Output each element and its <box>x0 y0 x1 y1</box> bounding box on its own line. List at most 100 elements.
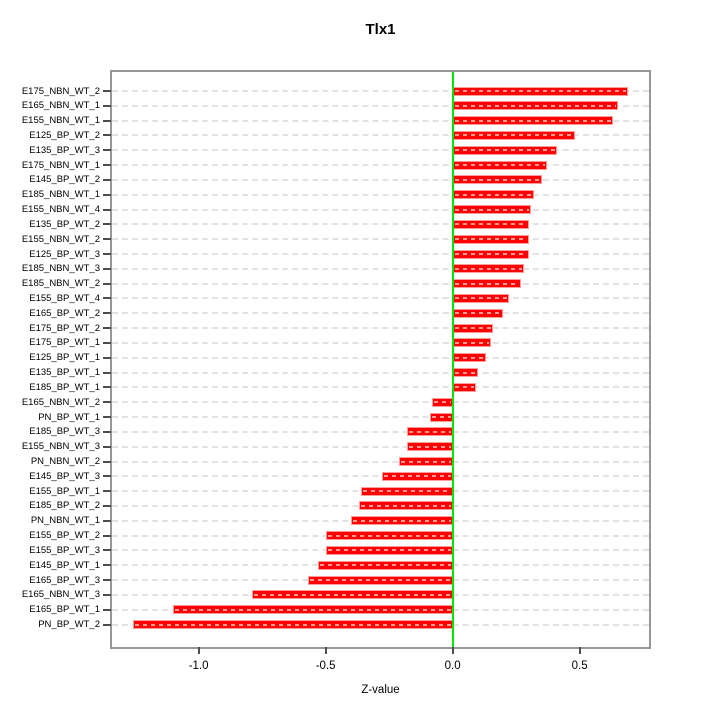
bar <box>173 605 453 615</box>
bar-stripe <box>454 341 489 344</box>
bar-stripe <box>454 386 474 389</box>
bar <box>452 234 529 244</box>
bar-stripe <box>320 564 451 567</box>
bar-stripe <box>408 430 451 433</box>
gridline <box>112 164 649 167</box>
gridline <box>112 119 649 122</box>
gridline <box>112 371 649 374</box>
y-axis-label: PN_NBN_WT_1 <box>30 515 100 527</box>
bar <box>381 471 453 481</box>
bar <box>325 531 453 541</box>
bar <box>132 620 453 630</box>
bar-stripe <box>454 90 626 92</box>
bar-stripe <box>454 371 477 374</box>
y-axis-label: E155_BP_WT_1 <box>29 485 100 497</box>
y-axis-tick <box>103 460 111 463</box>
bar-stripe <box>454 149 555 152</box>
y-axis-label: PN_NBN_WT_2 <box>30 456 100 467</box>
bar <box>452 264 524 274</box>
y-axis-label: E155_NBN_WT_3 <box>21 441 100 453</box>
y-axis-tick <box>103 119 111 122</box>
y-axis-label: E145_BP_WT_3 <box>29 470 100 482</box>
bar <box>452 160 547 170</box>
bar-stripe <box>454 327 492 330</box>
bar-stripe <box>454 282 520 285</box>
y-axis-tick <box>103 341 111 344</box>
y-axis-tick <box>103 327 111 330</box>
bar-stripe <box>454 312 502 315</box>
gridline <box>112 312 649 315</box>
y-axis-tick <box>103 90 111 92</box>
y-axis-tick <box>103 371 111 374</box>
y-axis-label: E185_NBN_WT_2 <box>21 278 100 290</box>
y-axis-tick <box>103 312 111 315</box>
bar <box>452 205 532 215</box>
y-axis-label: E155_BP_WT_3 <box>29 544 100 556</box>
bar <box>358 501 453 511</box>
bar-stripe <box>401 460 451 463</box>
gridline <box>112 178 649 181</box>
bar <box>361 486 453 496</box>
y-axis-tick <box>103 430 111 433</box>
y-axis-label: PN_BP_WT_2 <box>38 619 100 631</box>
gridline <box>112 223 649 226</box>
chart-title: Tlx1 <box>365 21 396 38</box>
y-axis-tick <box>103 564 111 567</box>
y-axis-tick <box>103 356 111 359</box>
bar <box>325 545 453 555</box>
bar-stripe <box>353 519 451 522</box>
y-axis-tick <box>103 223 111 226</box>
x-axis-tick <box>451 647 454 654</box>
gridline <box>112 282 649 285</box>
gridline <box>112 401 649 404</box>
y-axis-tick <box>103 208 111 211</box>
x-axis-tick-label: 0.5 <box>571 660 588 672</box>
y-axis-label: E135_BP_WT_1 <box>29 367 100 379</box>
bar <box>251 590 453 600</box>
gridline <box>112 386 649 389</box>
bar-stripe <box>454 356 484 359</box>
gridline <box>112 416 649 419</box>
zero-reference-line <box>451 72 454 647</box>
y-axis-tick <box>103 534 111 537</box>
bar <box>432 397 453 407</box>
y-axis-tick <box>103 504 111 507</box>
bar <box>452 101 618 111</box>
bar <box>452 338 491 348</box>
gridline <box>112 238 649 241</box>
bar-stripe <box>454 238 527 241</box>
bar <box>452 353 486 363</box>
y-axis-label: E155_BP_WT_4 <box>29 292 100 304</box>
bar <box>351 516 453 526</box>
y-axis-label: E175_BP_WT_2 <box>29 322 100 334</box>
y-axis-label: E125_BP_WT_1 <box>29 352 100 364</box>
bar <box>406 427 453 437</box>
bar-stripe <box>454 104 616 107</box>
gridline <box>112 134 649 137</box>
gridline <box>112 104 649 107</box>
y-axis-tick <box>103 104 111 107</box>
y-axis-label: E155_NBN_WT_2 <box>21 233 100 245</box>
bar <box>429 412 453 422</box>
bar-stripe <box>309 579 451 582</box>
bar-stripe <box>434 401 451 404</box>
y-axis-tick <box>103 593 111 596</box>
bar <box>452 382 476 392</box>
y-axis-label: E165_NBN_WT_3 <box>21 589 100 601</box>
y-axis-label: PN_BP_WT_1 <box>38 411 100 423</box>
y-axis-label: E145_BP_WT_1 <box>29 559 100 571</box>
bar <box>318 560 453 570</box>
gridline <box>112 253 649 256</box>
bar <box>452 368 479 378</box>
x-axis-tick <box>197 647 200 654</box>
bar-stripe <box>253 593 451 596</box>
bar <box>452 116 613 126</box>
bar-stripe <box>454 134 573 137</box>
gridline <box>112 356 649 359</box>
y-axis-label: E185_NBN_WT_1 <box>21 189 100 201</box>
y-axis-label: E185_NBN_WT_3 <box>21 263 100 275</box>
x-axis-tick <box>578 647 581 654</box>
y-axis-tick <box>103 297 111 300</box>
y-axis-label: E165_BP_WT_3 <box>29 574 100 586</box>
y-axis-tick <box>103 475 111 478</box>
